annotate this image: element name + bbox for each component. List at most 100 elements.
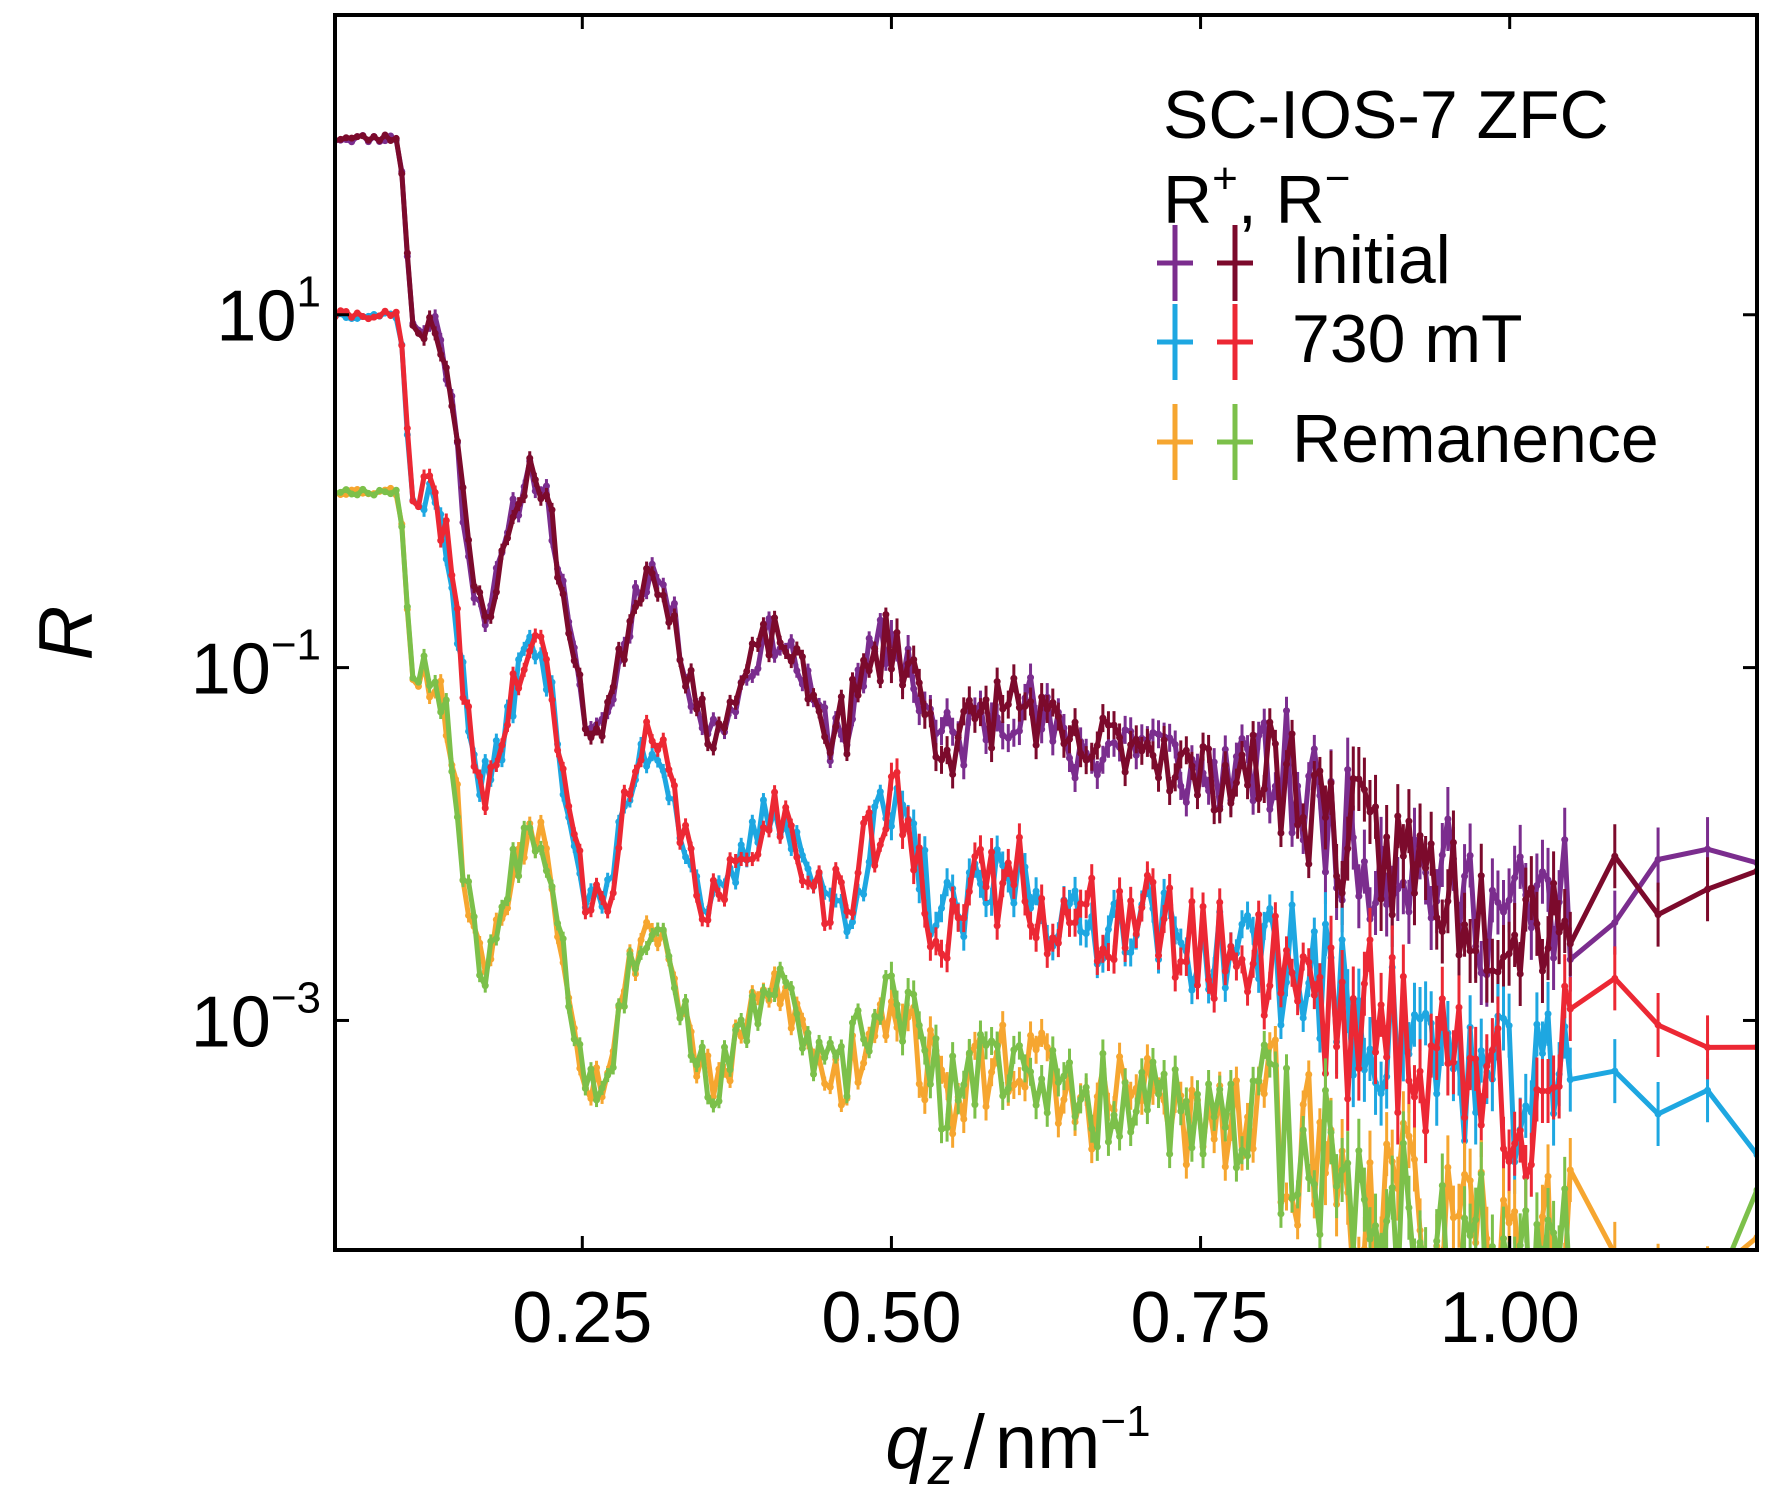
data-point: [748, 672, 756, 680]
data-point: [654, 746, 662, 754]
data-point: [999, 1092, 1007, 1100]
data-point: [1461, 1171, 1469, 1179]
data-point: [1372, 1048, 1380, 1056]
data-point: [470, 594, 478, 602]
data-point: [570, 657, 578, 665]
data-point: [1316, 1118, 1324, 1126]
data-point: [971, 715, 979, 723]
data-point: [1038, 1029, 1046, 1037]
data-point: [1093, 771, 1101, 779]
data-point: [643, 918, 651, 926]
data-point: [826, 1083, 834, 1091]
data-point: [548, 696, 556, 704]
data-point: [637, 596, 645, 604]
data-point: [704, 740, 712, 748]
data-point: [976, 880, 984, 888]
data-point: [810, 691, 818, 699]
data-point: [1455, 951, 1463, 959]
data-point: [915, 1021, 923, 1029]
data-point: [615, 844, 623, 852]
data-point: [1065, 900, 1073, 908]
data-point: [1021, 1083, 1029, 1091]
data-point: [1294, 821, 1302, 829]
data-point: [1071, 1112, 1079, 1120]
data-point: [976, 708, 984, 716]
data-point: [448, 571, 456, 579]
data-point: [949, 728, 957, 736]
data-point: [993, 846, 1001, 854]
data-point: [1344, 997, 1352, 1005]
data-point: [915, 679, 923, 687]
data-point: [771, 991, 779, 999]
data-point: [993, 1042, 1001, 1050]
data-point: [960, 1115, 968, 1123]
data-point: [526, 824, 534, 832]
legend-title-line1: SC-IOS-7 ZFC: [1163, 77, 1609, 153]
data-point: [860, 819, 868, 827]
data-point: [1260, 922, 1268, 930]
data-point: [565, 1003, 573, 1011]
data-point: [1132, 930, 1140, 938]
data-point: [1271, 1036, 1279, 1044]
data-point: [1155, 774, 1163, 782]
data-point: [988, 1037, 996, 1045]
data-point: [732, 879, 740, 887]
data-point: [1271, 912, 1279, 920]
data-point: [1416, 1015, 1424, 1023]
data-point: [387, 136, 395, 144]
data-point: [882, 973, 890, 981]
data-point: [1505, 1022, 1513, 1030]
data-point: [1377, 1001, 1385, 1009]
legend-entry: 730 mT: [1157, 301, 1523, 380]
data-point: [342, 134, 350, 142]
data-point: [1060, 897, 1068, 905]
data-point: [748, 992, 756, 1000]
data-point: [1338, 978, 1346, 986]
data-point: [1244, 781, 1252, 789]
data-point: [1188, 1086, 1196, 1094]
data-point: [609, 683, 617, 691]
data-point: [1321, 1086, 1329, 1094]
data-point: [871, 644, 879, 652]
data-point: [1494, 898, 1502, 906]
data-point: [665, 619, 673, 627]
data-point: [1160, 915, 1168, 923]
data-point: [609, 1063, 617, 1071]
data-point: [1149, 729, 1157, 737]
data-point: [1538, 1087, 1546, 1095]
data-point: [938, 1125, 946, 1133]
data-point: [1399, 973, 1407, 981]
data-point: [1438, 851, 1446, 859]
data-point: [709, 744, 717, 752]
data-point: [643, 944, 651, 952]
data-point: [387, 312, 395, 320]
data-point: [904, 816, 912, 824]
data-point: [1355, 892, 1363, 900]
data-point: [498, 547, 506, 555]
data-point: [765, 826, 773, 834]
data-point: [654, 757, 662, 765]
data-point: [437, 351, 445, 359]
data-point: [1611, 974, 1619, 982]
data-point: [1232, 779, 1240, 787]
data-point: [854, 1006, 862, 1014]
data-point: [1366, 1045, 1374, 1053]
data-point: [465, 911, 473, 919]
data-point: [498, 903, 506, 911]
data-point: [682, 682, 690, 690]
data-point: [1366, 936, 1374, 944]
data-point: [1288, 901, 1296, 909]
data-point: [654, 940, 662, 948]
data-point: [381, 131, 389, 139]
data-point: [765, 651, 773, 659]
data-point: [676, 839, 684, 847]
data-point: [453, 605, 461, 613]
data-point: [687, 703, 695, 711]
data-point: [476, 971, 484, 979]
data-point: [381, 488, 389, 496]
data-point: [1127, 1128, 1135, 1136]
data-point: [848, 918, 856, 926]
data-point: [348, 134, 356, 142]
data-point: [1171, 973, 1179, 981]
data-point: [1366, 808, 1374, 816]
